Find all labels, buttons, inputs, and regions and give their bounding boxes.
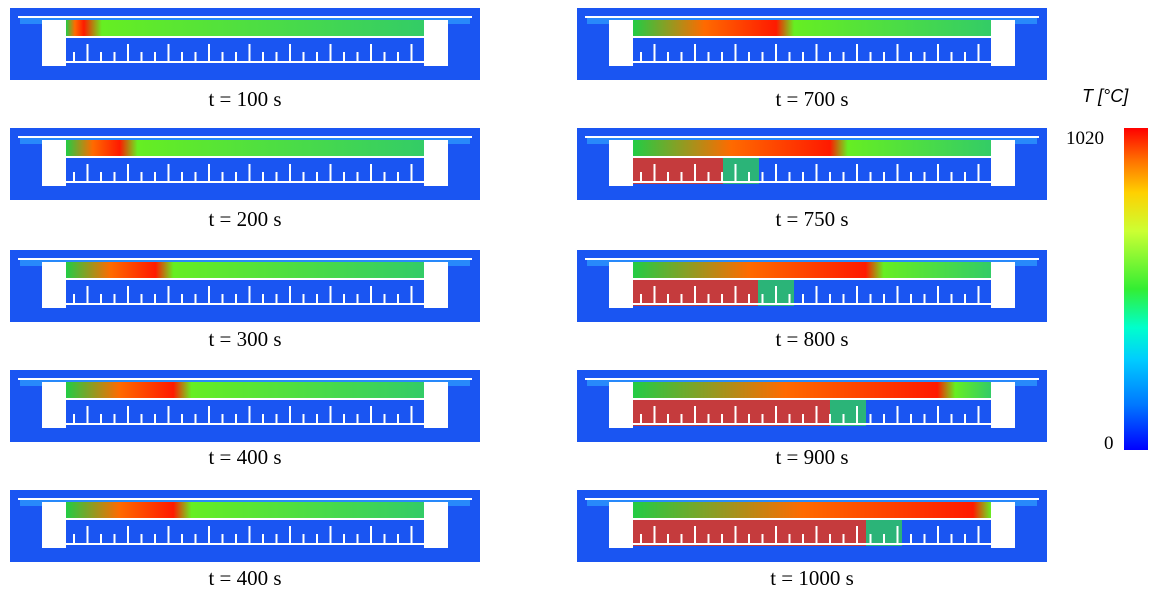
- snapshot-panel: [577, 370, 1047, 442]
- time-label: t = 400 s: [208, 445, 282, 469]
- snapshot-panel: [10, 490, 480, 562]
- temperature-field: [577, 370, 1047, 442]
- snapshot-panel: [577, 128, 1047, 200]
- time-label: t = 200 s: [208, 207, 282, 231]
- temperature-field: [577, 250, 1047, 322]
- colorbar-title: T [°C]: [1082, 86, 1129, 106]
- time-label: t = 300 s: [208, 327, 282, 351]
- snapshot-panel: [10, 370, 480, 442]
- temperature-field: [10, 250, 480, 322]
- colorbar-max-label: 1020: [1066, 128, 1104, 149]
- snapshot-panel: [10, 128, 480, 200]
- snapshot-panel: [10, 250, 480, 322]
- time-label: t = 750 s: [775, 207, 849, 231]
- temperature-colorbar: [1124, 128, 1148, 450]
- snapshot-panel: [577, 490, 1047, 562]
- time-label: t = 800 s: [775, 327, 849, 351]
- snapshot-panel: [577, 250, 1047, 322]
- temperature-field: [577, 490, 1047, 562]
- time-label: t = 400 s: [208, 566, 282, 590]
- colorbar-min-label: 0: [1104, 433, 1114, 454]
- time-label: t = 1000 s: [770, 566, 854, 590]
- time-label: t = 900 s: [775, 445, 849, 469]
- temperature-field: [10, 490, 480, 562]
- temperature-field: [577, 8, 1047, 80]
- temperature-field: [10, 8, 480, 80]
- temperature-field: [10, 128, 480, 200]
- time-label: t = 700 s: [775, 87, 849, 111]
- snapshot-panel: [10, 8, 480, 80]
- temperature-field: [577, 128, 1047, 200]
- time-label: t = 100 s: [208, 87, 282, 111]
- snapshot-panel: [577, 8, 1047, 80]
- temperature-field: [10, 370, 480, 442]
